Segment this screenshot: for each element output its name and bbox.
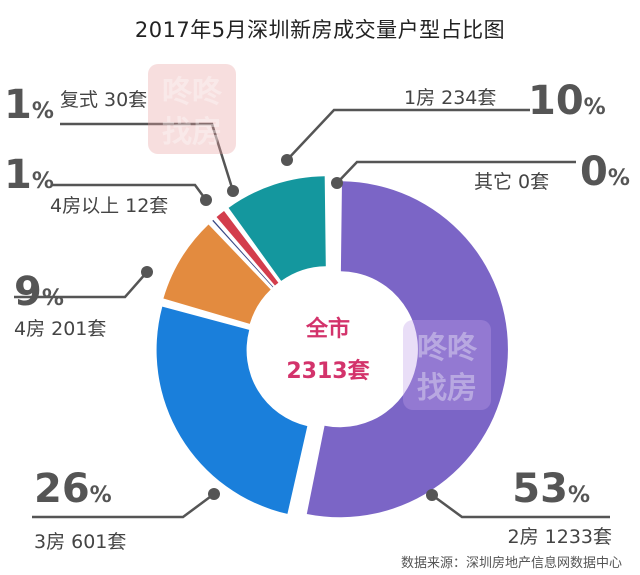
leader-dot-5 [281,154,293,166]
slice-label-3: 4房以上 12套 [50,195,168,217]
center-label-line2: 2313套 [286,358,369,384]
leader-dot-0 [426,489,438,501]
leader-line-5 [286,108,530,161]
center-label-line1: 全市 [305,316,350,342]
leader-dot-4 [227,185,239,197]
pie-slice-2 [163,224,271,324]
watermark-top-line2: 找房 [162,115,222,150]
pie-slice-5 [228,176,326,281]
slice-label-0: 2房 1233套 [508,526,612,548]
leader-line-6 [336,160,576,184]
watermark-right-box [403,320,491,410]
chart-title: 2017年5月深圳新房成交量户型占比图 [134,18,506,42]
leader-line-3 [52,183,208,201]
percent-label-5: 10% [528,78,606,124]
leader-line-2 [14,271,148,299]
percent-label-6: 0% [580,149,630,195]
pie-slice-3 [212,219,274,288]
leader-line-1 [32,492,215,519]
slice-label-6: 其它 0套 [474,171,549,193]
watermark-right-line1: 咚咚 [417,331,478,366]
watermark-top-box [148,64,236,154]
pie-slice-0 [306,181,508,518]
pie-slice-4 [216,210,279,286]
percent-label-0: 53% [512,466,590,512]
leader-dot-2 [141,266,153,278]
percent-label-4: 1% [4,82,54,128]
pie-slice-1 [156,306,308,514]
slice-label-4: 复式 30套 [60,89,147,111]
leader-line-4 [60,122,235,192]
slice-label-5: 1房 234套 [404,87,496,109]
percent-label-3: 1% [4,152,54,198]
leader-dot-3 [200,194,212,206]
leader-dot-6 [331,177,343,189]
watermark-right-line2: 找房 [417,371,477,406]
source-note: 数据来源：深圳房地产信息网数据中心 [400,556,622,571]
slice-label-2: 4房 201套 [14,318,106,340]
percent-label-1: 26% [34,466,112,512]
leader-line-0 [431,493,610,519]
leader-dot-1 [208,488,220,500]
percent-label-2: 9% [14,269,64,315]
watermark-top-line1: 咚咚 [162,75,223,110]
slice-label-1: 3房 601套 [34,531,126,553]
